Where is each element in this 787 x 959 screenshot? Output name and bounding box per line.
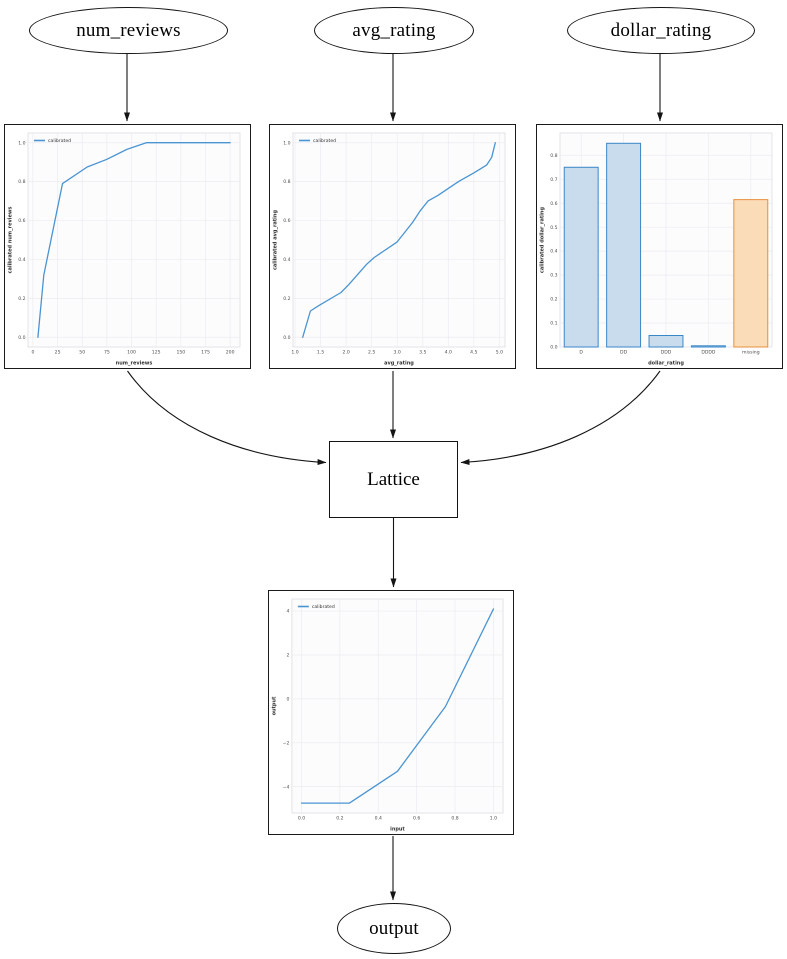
svg-text:0.8: 0.8 <box>451 815 458 821</box>
svg-text:0.4: 0.4 <box>283 257 290 263</box>
plot-calibrated-dollar-rating: D DD DDD DDDD missing 0.0 0.1 0.2 0.3 0.4 0.5 0.6 0.… <box>536 124 783 369</box>
svg-text:0.0: 0.0 <box>18 335 25 341</box>
svg-text:0.4: 0.4 <box>550 249 557 255</box>
svg-text:2.5: 2.5 <box>368 350 375 356</box>
svg-text:input: input <box>390 826 405 832</box>
svg-text:150: 150 <box>176 350 185 356</box>
node-lattice-label: Lattice <box>367 468 420 490</box>
svg-text:0.1: 0.1 <box>550 321 557 327</box>
svg-text:calibrated: calibrated <box>312 604 335 610</box>
svg-text:−2: −2 <box>283 740 290 746</box>
svg-text:calibrated: calibrated <box>48 138 71 144</box>
svg-text:0.6: 0.6 <box>550 201 557 207</box>
svg-text:50: 50 <box>79 350 85 356</box>
node-dollar-rating: dollar_rating <box>567 7 755 54</box>
svg-text:5.0: 5.0 <box>496 350 503 356</box>
calibrated-avg-rating-chart: 1.0 1.5 2.0 2.5 3.0 3.5 4.0 4.5 5.0 0.0 0.2 0.4 0.6 0… <box>270 125 515 368</box>
svg-text:0.6: 0.6 <box>283 218 290 224</box>
node-num-reviews-label: num_reviews <box>76 19 181 41</box>
output-calibration-chart: 0.0 0.2 0.4 0.6 0.8 1.0 −4 −2 0 2 4 input output cali… <box>269 591 513 834</box>
svg-text:4: 4 <box>287 609 290 615</box>
svg-text:output: output <box>271 696 277 715</box>
svg-text:0.8: 0.8 <box>550 153 557 159</box>
svg-text:missing: missing <box>742 350 760 356</box>
plot-output-calibration: 0.0 0.2 0.4 0.6 0.8 1.0 −4 −2 0 2 4 input output cali… <box>268 590 514 835</box>
svg-text:2: 2 <box>287 653 290 659</box>
svg-text:1.0: 1.0 <box>18 140 25 146</box>
node-output: output <box>337 903 451 954</box>
svg-text:DD: DD <box>620 350 628 356</box>
calibrated-dollar-rating-chart: D DD DDD DDDD missing0.00.10.20.30.40.50.60.… <box>537 125 782 368</box>
node-lattice: Lattice <box>329 441 458 518</box>
svg-text:3.0: 3.0 <box>394 350 401 356</box>
svg-text:calibrated dollar_rating: calibrated dollar_rating <box>540 207 546 274</box>
svg-text:25: 25 <box>55 350 61 356</box>
svg-text:calibrated num_reviews: calibrated num_reviews <box>8 207 14 274</box>
node-avg-rating: avg_rating <box>314 7 474 54</box>
edge-calibrated-dollar-rating-to-lattice <box>460 370 661 466</box>
svg-text:0.6: 0.6 <box>18 218 25 224</box>
svg-text:0.0: 0.0 <box>283 335 290 341</box>
svg-text:calibrated avg_rating: calibrated avg_rating <box>273 210 279 271</box>
svg-text:DDD: DDD <box>661 350 672 356</box>
plot-calibrated-avg-rating: 1.0 1.5 2.0 2.5 3.0 3.5 4.0 4.5 5.0 0.0 0.2 0.4 0.6 0… <box>269 124 516 369</box>
svg-text:0: 0 <box>287 696 290 702</box>
svg-text:0.5: 0.5 <box>550 225 557 231</box>
svg-text:DDDD: DDDD <box>701 350 716 356</box>
svg-text:0.4: 0.4 <box>18 257 25 263</box>
node-output-label: output <box>369 917 419 939</box>
svg-text:1.0: 1.0 <box>283 140 290 146</box>
svg-text:calibrated: calibrated <box>313 138 336 144</box>
svg-text:200: 200 <box>226 350 235 356</box>
svg-text:100: 100 <box>127 350 136 356</box>
svg-text:D: D <box>579 350 583 356</box>
svg-text:0.4: 0.4 <box>375 815 382 821</box>
svg-text:1.0: 1.0 <box>291 350 298 356</box>
svg-text:75: 75 <box>104 350 110 356</box>
svg-text:4.0: 4.0 <box>445 350 452 356</box>
svg-text:0: 0 <box>31 350 34 356</box>
svg-text:3.5: 3.5 <box>419 350 426 356</box>
svg-text:0.8: 0.8 <box>283 179 290 185</box>
svg-text:2.0: 2.0 <box>342 350 349 356</box>
edge-calibrated-num-reviews-to-lattice <box>127 370 327 466</box>
svg-text:4.5: 4.5 <box>470 350 477 356</box>
svg-text:0.2: 0.2 <box>550 297 557 303</box>
svg-text:0.3: 0.3 <box>550 273 557 279</box>
node-dollar-rating-label: dollar_rating <box>610 19 712 41</box>
svg-text:0.6: 0.6 <box>413 815 420 821</box>
node-avg-rating-label: avg_rating <box>352 19 436 41</box>
svg-text:0.2: 0.2 <box>283 296 290 302</box>
svg-text:1.5: 1.5 <box>317 350 324 356</box>
svg-text:175: 175 <box>201 350 210 356</box>
svg-text:1.0: 1.0 <box>490 815 497 821</box>
svg-text:num_reviews: num_reviews <box>116 361 153 367</box>
svg-text:0.8: 0.8 <box>18 179 25 185</box>
svg-text:0.2: 0.2 <box>18 296 25 302</box>
svg-text:0.7: 0.7 <box>550 177 557 183</box>
svg-text:125: 125 <box>152 350 161 356</box>
svg-text:0.2: 0.2 <box>336 815 343 821</box>
svg-text:−4: −4 <box>283 784 290 790</box>
svg-text:avg_rating: avg_rating <box>384 361 414 367</box>
svg-text:dollar_rating: dollar_rating <box>648 361 684 367</box>
calibrated-num-reviews-chart: 0 25 50 75 100 125 150 175 200 0.0 0.2 0.4 0.6 0.8 1.0… <box>5 125 250 368</box>
plot-calibrated-num-reviews: 0 25 50 75 100 125 150 175 200 0.0 0.2 0.4 0.6 0.8 1.0… <box>4 124 251 369</box>
svg-text:0.0: 0.0 <box>298 815 305 821</box>
svg-text:0.0: 0.0 <box>550 345 557 351</box>
node-num-reviews: num_reviews <box>29 7 228 54</box>
